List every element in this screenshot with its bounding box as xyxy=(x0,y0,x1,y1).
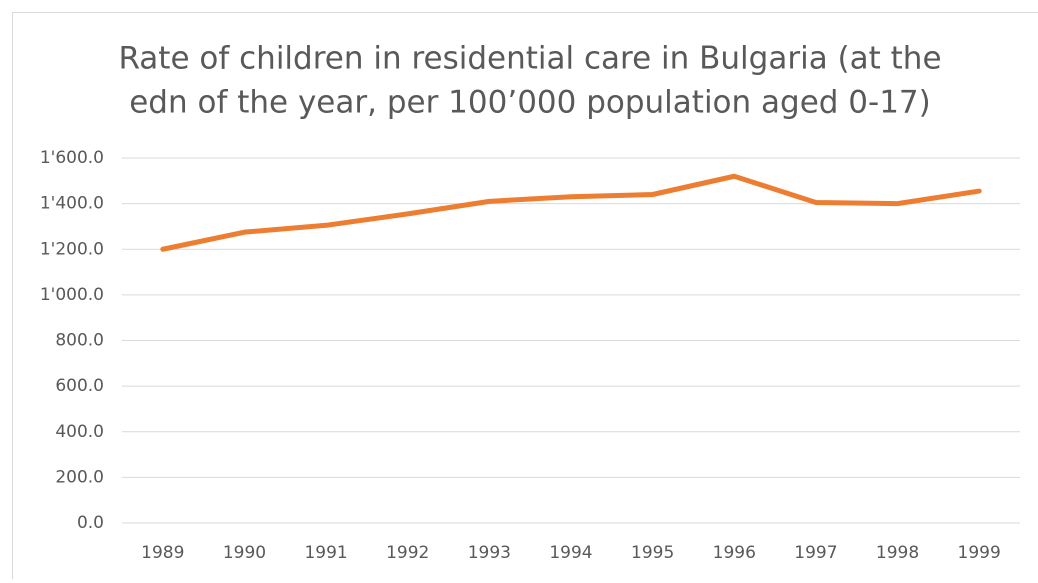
x-tick-label: 1994 xyxy=(549,543,592,563)
y-tick-label: 1'400.0 xyxy=(40,194,104,214)
y-tick-label: 400.0 xyxy=(55,422,104,442)
chart-title: Rate of children in residential care in … xyxy=(118,41,941,77)
x-tick-label: 1998 xyxy=(876,543,919,563)
y-tick-label: 0.0 xyxy=(77,513,104,533)
x-tick-label: 1996 xyxy=(713,543,756,563)
y-tick-label: 600.0 xyxy=(55,376,104,396)
y-tick-label: 1'200.0 xyxy=(40,239,104,259)
x-tick-label: 1990 xyxy=(223,543,266,563)
y-tick-label: 1'000.0 xyxy=(40,285,104,305)
y-tick-label: 800.0 xyxy=(55,331,104,351)
chart-title: edn of the year, per 100’000 population … xyxy=(129,85,931,121)
y-tick-label: 1'600.0 xyxy=(40,148,104,168)
x-tick-label: 1999 xyxy=(958,543,1001,563)
x-tick-label: 1991 xyxy=(304,543,347,563)
x-tick-label: 1992 xyxy=(386,543,429,563)
x-tick-label: 1997 xyxy=(794,543,837,563)
data-line xyxy=(160,173,982,252)
x-tick-label: 1989 xyxy=(141,543,184,563)
y-tick-label: 200.0 xyxy=(55,467,104,487)
x-tick-label: 1995 xyxy=(631,543,674,563)
x-tick-label: 1993 xyxy=(468,543,511,563)
